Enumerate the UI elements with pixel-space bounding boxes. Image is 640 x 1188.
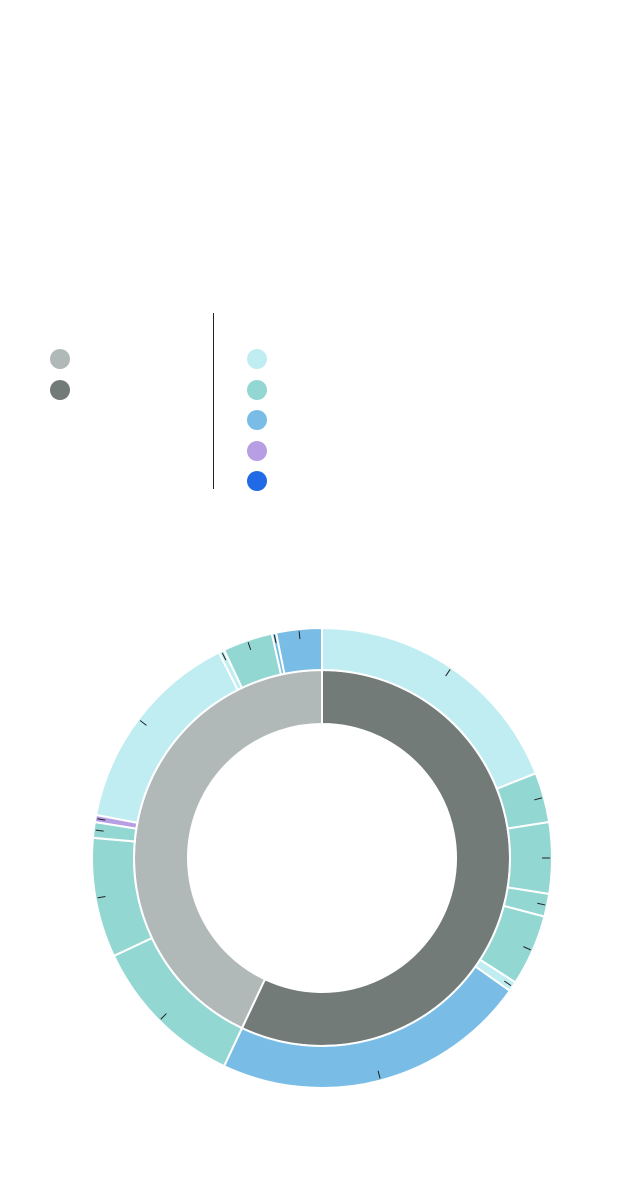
outer-slice-tick-14 [247, 642, 252, 651]
legend-item-outer-2[interactable] [247, 375, 277, 406]
outer-slice-tick-9 [97, 896, 106, 899]
chart-legend [0, 300, 640, 500]
outer-slice-tick-11 [97, 818, 106, 821]
legend-swatch-outer-3 [247, 410, 267, 431]
legend-swatch-inner-2 [50, 379, 70, 400]
slice-ticks [95, 631, 550, 1079]
legend-swatch-outer-1 [247, 349, 267, 370]
legend-item-outer-1[interactable] [247, 344, 277, 375]
outer-slice-tick-7 [377, 1070, 381, 1079]
legend-item-inner-1[interactable] [50, 344, 80, 375]
outer-slice-tick-13 [221, 652, 227, 661]
nested-donut-chart [91, 626, 553, 1089]
legend-item-outer-3[interactable] [247, 405, 277, 436]
legend-divider [213, 313, 214, 489]
outer-slice-tick-4 [537, 902, 546, 906]
legend-swatch-outer-5 [247, 471, 267, 492]
inner-ring [133, 668, 511, 1047]
outer-slice-tick-1 [445, 669, 451, 677]
outer-slice-tick-15 [273, 634, 277, 643]
legend-swatch-outer-2 [247, 379, 267, 400]
legend-item-outer-5[interactable] [247, 466, 277, 497]
outer-slice-tick-8 [160, 1013, 167, 1020]
outer-slice-tick-6 [504, 980, 512, 986]
legend-swatch-outer-4 [247, 440, 267, 461]
outer-slice-tick-16 [298, 631, 301, 640]
outer-slice-tick-10 [95, 829, 104, 832]
legend-group-outer-ring [247, 344, 277, 497]
legend-item-outer-4[interactable] [247, 436, 277, 467]
legend-group-inner-ring [50, 344, 80, 405]
outer-slice-16[interactable] [274, 626, 323, 675]
outer-ring [91, 626, 553, 1089]
legend-item-inner-2[interactable] [50, 375, 80, 406]
outer-slice-tick-2 [534, 797, 543, 801]
legend-swatch-inner-1 [50, 349, 70, 370]
outer-slice-tick-5 [523, 946, 531, 951]
outer-slice-tick-12 [139, 720, 147, 726]
